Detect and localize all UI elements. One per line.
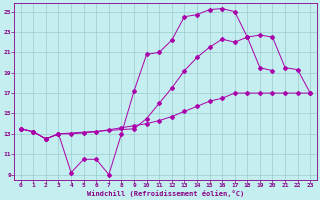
X-axis label: Windchill (Refroidissement éolien,°C): Windchill (Refroidissement éolien,°C) <box>87 190 244 197</box>
